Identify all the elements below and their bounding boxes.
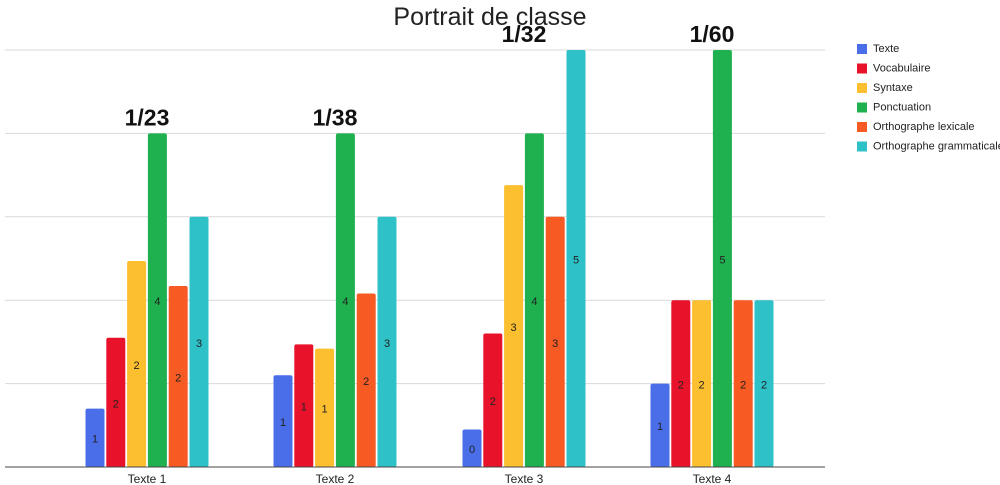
bar-ponctuation-3	[524, 133, 544, 467]
group-annotation: 1/32	[502, 21, 547, 47]
bar-texte-1	[85, 408, 105, 467]
group-annotation: 1/38	[313, 104, 358, 130]
legend-label: Vocabulaire	[873, 62, 931, 74]
legend-label: Texte	[873, 43, 899, 55]
bar-syntaxe-4	[692, 300, 712, 467]
bar-vocabulaire-3	[483, 333, 503, 467]
group-annotation: 1/60	[690, 21, 735, 47]
bar-orthographe-lexicale-3	[545, 216, 565, 467]
legend-item: Orthographe lexicale	[857, 121, 975, 133]
bar-syntaxe-3	[504, 185, 524, 467]
bar-value-label: 3	[511, 322, 517, 334]
category-label: Texte 1	[128, 472, 167, 485]
legend-item: Orthographe grammaticale	[857, 140, 1000, 152]
bar-orthographe-grammaticale-1	[189, 216, 209, 467]
legend-swatch	[857, 63, 867, 74]
bar-orthographe-grammaticale-4	[754, 300, 774, 467]
legend-item: Syntaxe	[857, 82, 913, 94]
bar-value-label: 4	[342, 296, 348, 308]
chart-title: Portrait de classe	[393, 3, 586, 31]
bar-value-labels: 1 2 2 4 2 3 1 1 1 4 2 3 0 2 3 4 3 5 1 2 2 5 2 2	[92, 254, 767, 456]
bar-value-label: 4	[154, 296, 160, 308]
bar-value-label: 3	[196, 338, 202, 350]
bar-vocabulaire-1	[106, 337, 126, 467]
bar-texte-4	[650, 383, 670, 467]
legend-swatch	[857, 102, 867, 113]
legend-label: Ponctuation	[873, 101, 931, 113]
bar-value-label: 1	[280, 417, 286, 429]
legend-swatch	[857, 122, 867, 132]
legend-label: Orthographe grammaticale	[873, 140, 1000, 152]
bar-value-label: 2	[134, 360, 140, 372]
legend-item: Texte	[857, 43, 899, 55]
legend: Texte Vocabulaire Syntaxe Ponctuation Orthog…	[857, 43, 1000, 152]
bar-value-label: 2	[699, 380, 705, 392]
bar-orthographe-grammaticale-3	[566, 50, 586, 467]
bar-vocabulaire-2	[294, 344, 314, 467]
legend-swatch	[857, 83, 867, 93]
legend-swatch	[857, 44, 867, 54]
bar-value-label: 5	[573, 254, 579, 266]
bar-value-label: 3	[384, 338, 390, 350]
bar-orthographe-lexicale-1	[168, 286, 188, 467]
bar-texte-3	[462, 429, 482, 467]
bar-texte-2	[273, 375, 293, 467]
bar-value-label: 2	[678, 380, 684, 392]
category-labels: Texte 1 Texte 2 Texte 3 Texte 4	[128, 472, 732, 485]
legend-swatch	[857, 141, 867, 152]
bar-value-label: 2	[761, 380, 767, 392]
bar-orthographe-lexicale-2	[356, 293, 376, 467]
bar-value-label: 0	[469, 444, 475, 456]
bar-value-label: 4	[531, 296, 537, 308]
category-label: Texte 3	[505, 472, 544, 485]
bar-syntaxe-1	[127, 261, 147, 467]
bar-value-label: 2	[740, 380, 746, 392]
category-label: Texte 2	[316, 472, 355, 485]
bars	[85, 50, 774, 467]
bar-value-label: 2	[175, 372, 181, 384]
bar-syntaxe-2	[315, 348, 335, 467]
bar-value-label: 2	[490, 396, 496, 408]
group-annotations: 1/23 1/38 1/32 1/60	[125, 21, 735, 130]
bar-value-label: 5	[719, 254, 725, 266]
bar-value-label: 1	[92, 434, 98, 446]
legend-item: Vocabulaire	[857, 62, 931, 74]
bar-vocabulaire-4	[671, 300, 691, 467]
legend-label: Orthographe lexicale	[873, 121, 975, 133]
bar-ponctuation-4	[712, 50, 732, 467]
bar-orthographe-lexicale-4	[733, 300, 753, 467]
bar-ponctuation-2	[335, 133, 355, 467]
legend-label: Syntaxe	[873, 82, 913, 94]
bar-value-label: 2	[113, 398, 119, 410]
legend-item: Ponctuation	[857, 101, 931, 113]
bar-value-label: 1	[657, 421, 663, 433]
bar-ponctuation-1	[147, 133, 167, 467]
bar-value-label: 1	[301, 402, 307, 414]
group-annotation: 1/23	[125, 104, 170, 130]
bar-value-label: 2	[363, 376, 369, 388]
bar-value-label: 3	[552, 338, 558, 350]
category-label: Texte 4	[693, 472, 732, 485]
bar-value-label: 1	[322, 404, 328, 416]
bar-orthographe-grammaticale-2	[377, 216, 397, 467]
